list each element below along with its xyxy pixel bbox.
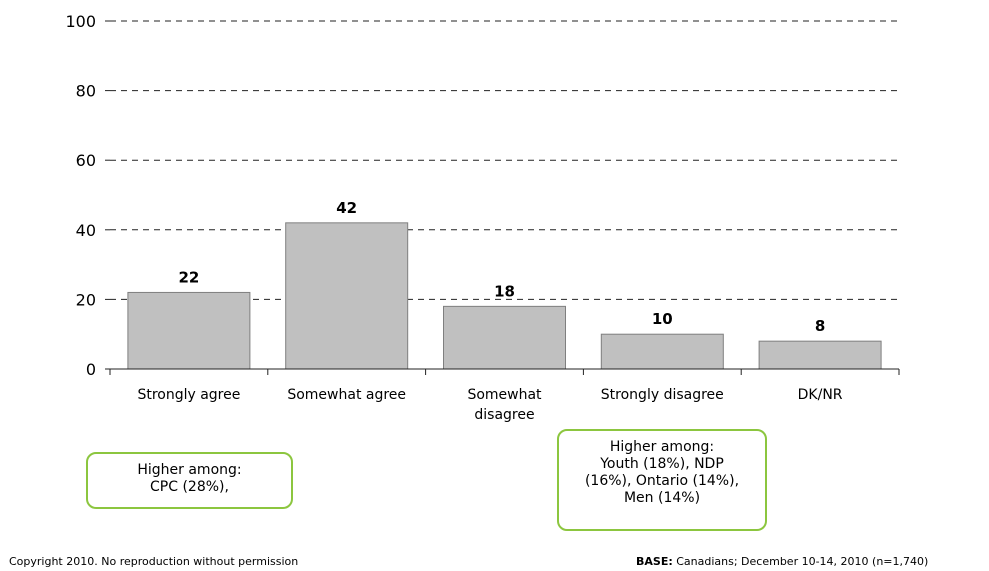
category-label: disagree <box>474 407 534 423</box>
bar <box>758 340 882 370</box>
value-label: 18 <box>494 282 515 300</box>
callout-line: Youth (18%), NDP <box>600 456 724 472</box>
bar <box>443 305 566 370</box>
base-label: BASE: <box>636 555 673 568</box>
callout-line: (16%), Ontario (14%), <box>584 473 740 489</box>
value-label: 10 <box>652 310 673 328</box>
value-label: 22 <box>178 268 199 286</box>
bar-chart: 0 20 40 60 80 100 22 42 18 10 8 Strongly agree Som… <box>65 12 900 423</box>
value-labels: 22 42 18 10 8 <box>178 199 825 335</box>
value-label: 42 <box>336 199 357 217</box>
bars <box>127 222 882 370</box>
category-label: Somewhat agree <box>287 387 406 403</box>
y-tick-label: 80 <box>76 82 96 101</box>
callout-line: Men (14%) <box>623 490 701 506</box>
value-label: 8 <box>815 317 825 335</box>
category-labels: Strongly agree Somewhat agree Somewhat disa… <box>137 387 842 423</box>
callout-line: CPC (28%), <box>150 479 229 495</box>
y-tick-label: 0 <box>86 360 96 379</box>
bar <box>285 222 409 370</box>
bar <box>127 291 251 370</box>
category-label: Strongly agree <box>137 387 240 403</box>
y-tick-label: 100 <box>65 12 96 31</box>
callout-strongly-disagree: Higher among: Youth (18%), NDP (16%), On… <box>557 429 767 531</box>
callout-line: Higher among: <box>609 439 715 455</box>
copyright-notice: Copyright 2010. No reproduction without … <box>9 555 299 568</box>
bar <box>600 333 724 370</box>
category-label: Somewhat <box>467 387 542 403</box>
base-text: Canadians; December 10-14, 2010 (n=1,740… <box>672 555 929 568</box>
category-label: DK/NR <box>798 387 843 403</box>
callout-line: Higher among: <box>137 462 242 478</box>
x-axis <box>109 368 900 375</box>
base-note: BASE: Canadians; December 10-14, 2010 (n… <box>636 555 928 568</box>
y-tick-label: 60 <box>76 151 96 170</box>
category-label: Strongly disagree <box>601 387 724 403</box>
callout-strongly-agree: Higher among: CPC (28%), <box>86 452 293 509</box>
gridlines <box>105 20 899 370</box>
y-tick-label: 20 <box>76 290 96 309</box>
y-tick-label: 40 <box>76 221 96 240</box>
y-axis-tick-labels: 0 20 40 60 80 100 <box>65 12 96 379</box>
